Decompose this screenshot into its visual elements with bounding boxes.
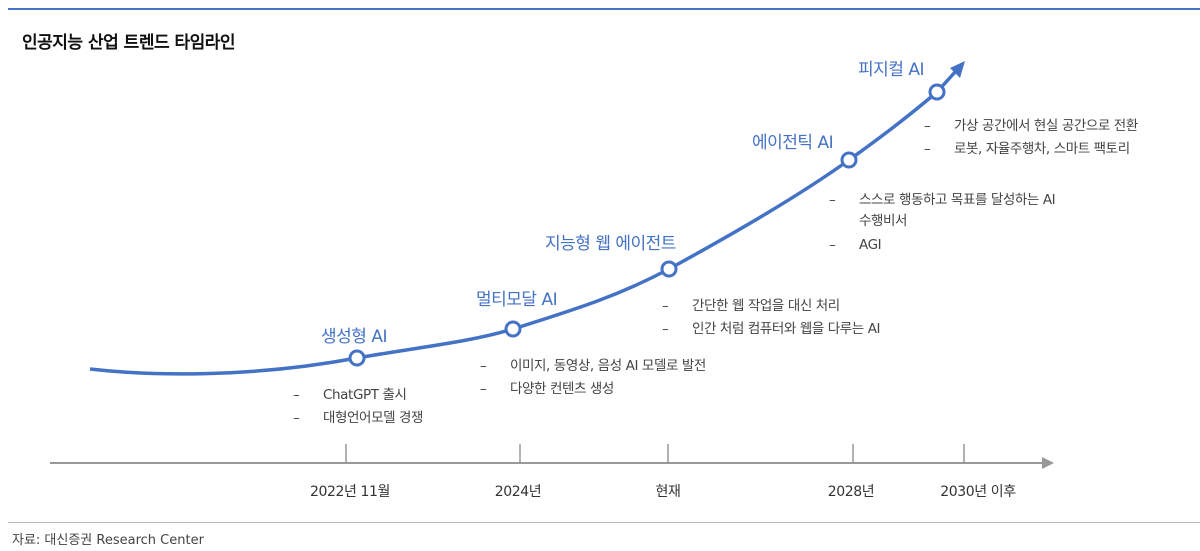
bullet-item: AGI [829,234,1059,257]
footer-rule [8,522,1200,523]
stage-bullets: 간단한 웹 작업을 대신 처리 인간 처럼 컴퓨터와 웹을 다루는 AI [662,295,881,341]
stage-node [504,320,522,338]
stage-node [660,260,678,278]
bullet-item: 가상 공간에서 현실 공간으로 전환 [924,115,1138,138]
top-rule [8,8,1200,10]
time-label: 2028년 [827,484,875,500]
stage-bullets: 스스로 행동하고 목표를 달성하는 AI 수행비서 AGI [829,190,1059,257]
bullet-item: 간단한 웹 작업을 대신 처리 [662,295,880,318]
stage-bullets: 가상 공간에서 현실 공간으로 전환 로봇, 자율주행차, 스마트 팩토리 [924,115,1138,161]
stage-label: 피지컬 AI [858,60,924,80]
bullet-item: 대형언어모델 경쟁 [293,407,423,430]
stage-label: 생성형 AI [321,327,387,347]
stage-node [840,151,858,169]
stage-bullets: 이미지, 동영상, 음성 AI 모델로 발전 다양한 컨텐츠 생성 [480,355,706,401]
source-note: 자료: 대신증권 Research Center [12,533,204,548]
bullet-item: 다양한 컨텐츠 생성 [480,378,706,401]
axis-arrow-icon [1042,457,1054,469]
stage-node [348,349,366,367]
bullet-item: 이미지, 동영상, 음성 AI 모델로 발전 [480,355,706,378]
figure-title: 인공지능 산업 트렌드 타임라인 [22,33,236,53]
bullet-item: 로봇, 자율주행차, 스마트 팩토리 [924,138,1138,161]
stage-label: 에이전틱 AI [752,133,834,153]
axis-ticks [345,444,965,463]
bullet-item: ChatGPT 출시 [293,384,423,407]
bullet-item: 스스로 행동하고 목표를 달성하는 AI 수행비서 [829,190,1059,232]
bullet-item: 인간 처럼 컴퓨터와 웹을 다루는 AI [662,318,881,341]
stage-node [928,83,946,101]
curve-arrow-icon [950,61,965,78]
stage-label: 지능형 웹 에이전트 [545,234,676,254]
time-label: 현재 [655,484,681,500]
time-label: 2030년 이후 [940,484,1016,500]
time-label: 2024년 [494,484,542,500]
time-label: 2022년 11월 [309,484,391,500]
stage-bullets: ChatGPT 출시 대형언어모델 경쟁 [293,384,423,430]
stage-label: 멀티모달 AI [476,290,558,310]
